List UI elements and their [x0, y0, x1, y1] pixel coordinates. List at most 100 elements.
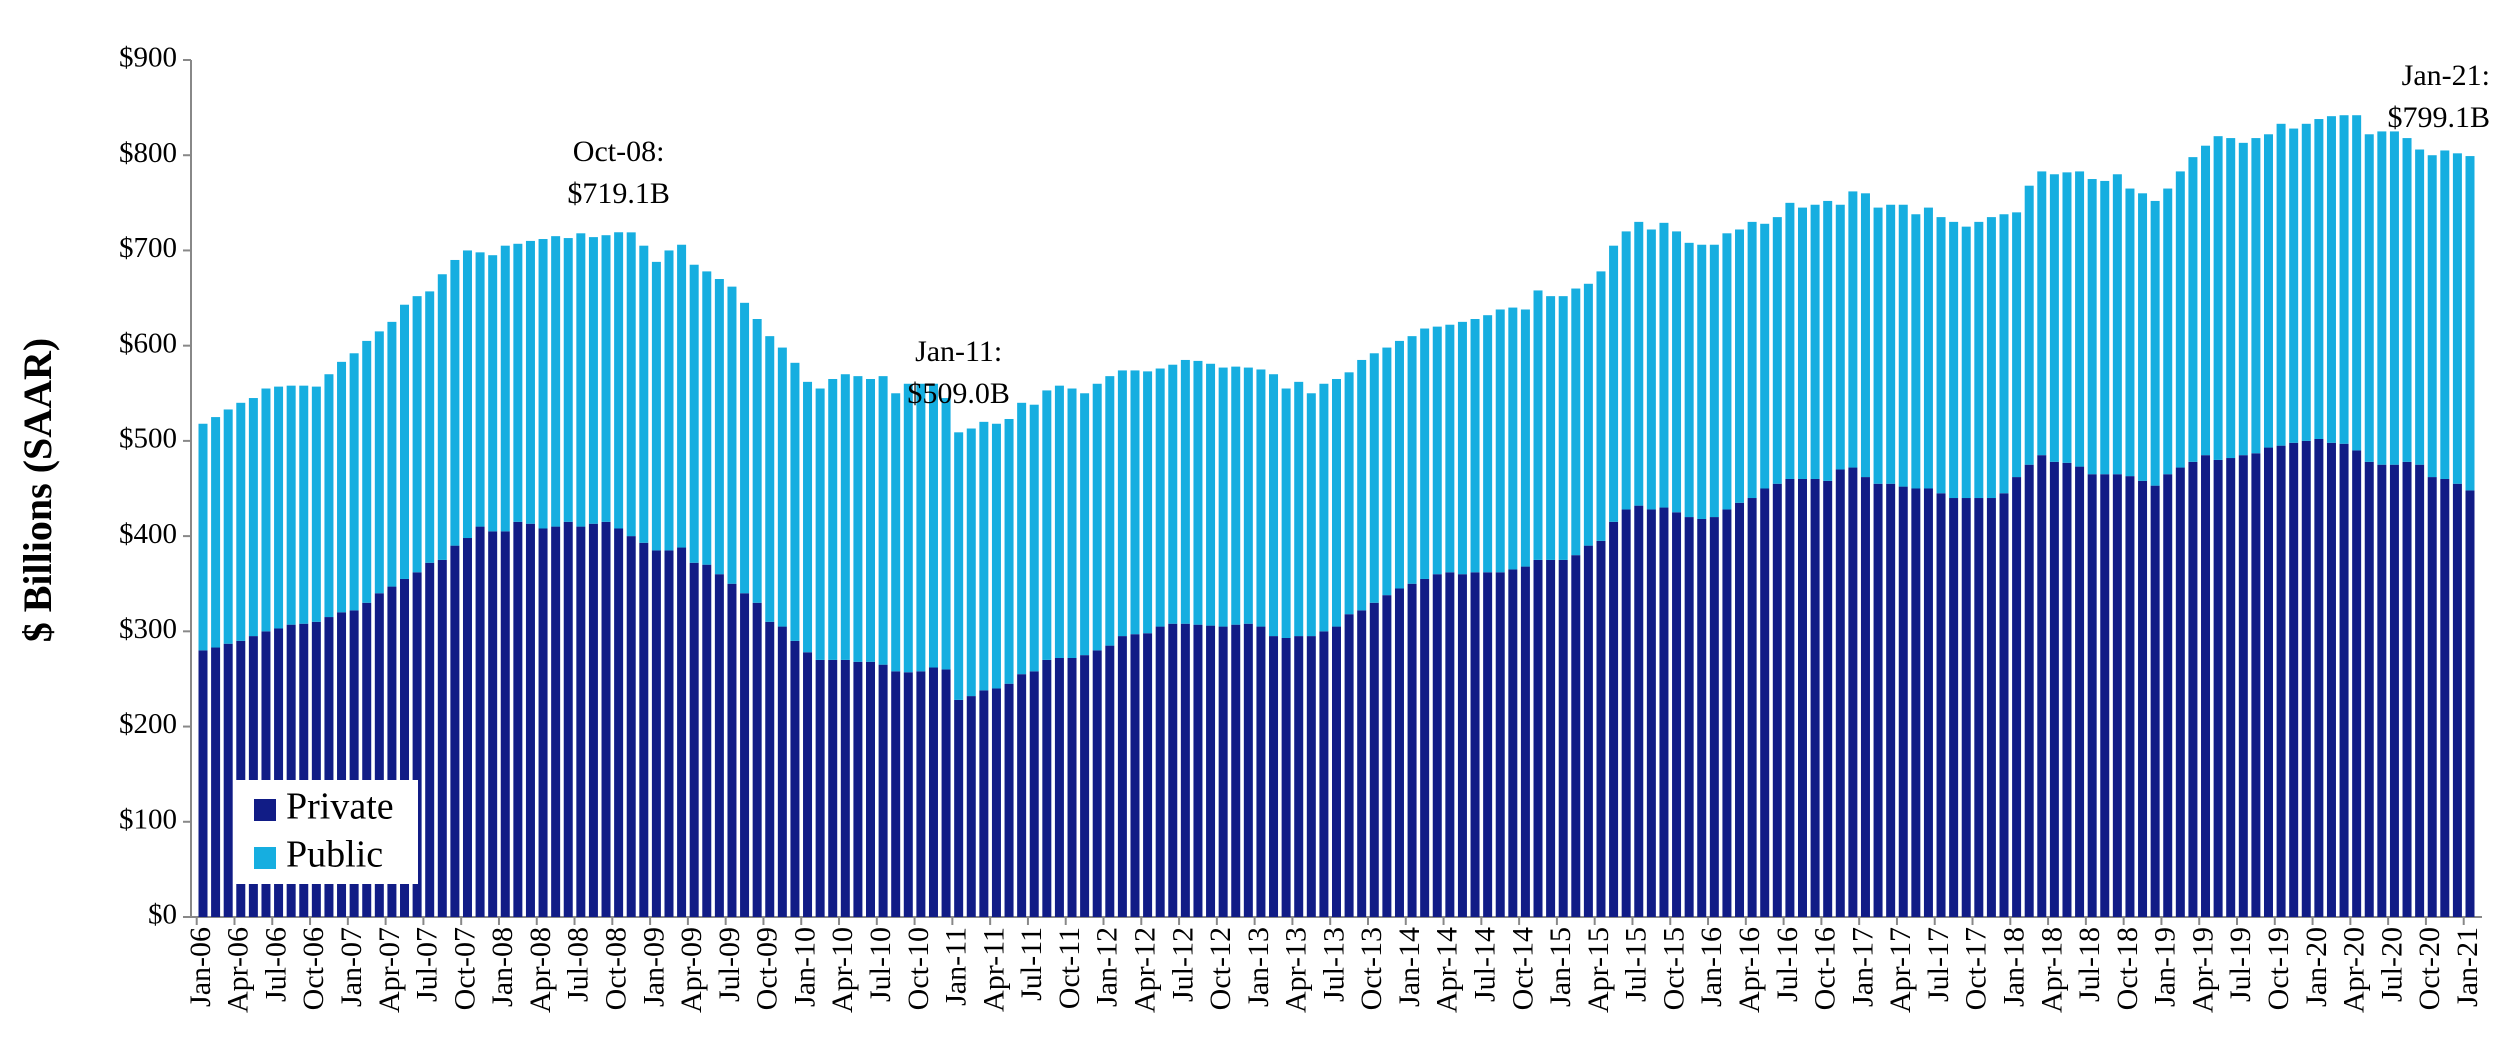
bar-segment: [777, 626, 787, 917]
bar-segment: [1369, 602, 1379, 917]
bar-segment: [1470, 572, 1480, 917]
bar-segment: [2440, 478, 2450, 917]
bar-segment: [274, 628, 284, 917]
bar-segment: [979, 690, 989, 917]
x-tick-label: Jan-18: [1997, 927, 2030, 1007]
bar-segment: [1558, 296, 1568, 560]
bar-segment: [1571, 288, 1581, 556]
bar-segment: [2112, 474, 2122, 917]
bar-segment: [2213, 136, 2223, 460]
bar-segment: [1231, 366, 1241, 625]
bar-segment: [1672, 231, 1682, 513]
annotation-text: $509.0B: [907, 377, 1010, 410]
bar-segment: [1609, 245, 1619, 522]
x-tick-label: Jan-15: [1544, 927, 1577, 1007]
bar-segment: [2427, 155, 2437, 478]
bar-segment: [374, 593, 384, 917]
bar-segment: [299, 385, 309, 624]
bar-segment: [2087, 474, 2097, 917]
bar-segment: [2301, 440, 2311, 917]
bar-segment: [891, 671, 901, 917]
bar-segment: [828, 378, 838, 660]
x-tick-label: Oct-06: [297, 927, 330, 1010]
bar-segment: [1294, 381, 1304, 637]
bar-segment: [387, 321, 397, 587]
y-tick-label: $400: [119, 518, 177, 550]
x-tick-label: Jul-20: [2375, 927, 2408, 1002]
bar-segment: [362, 602, 372, 917]
bar-segment: [1269, 636, 1279, 917]
bar-segment: [1898, 486, 1908, 917]
bar-segment: [1117, 370, 1127, 637]
bar-segment: [286, 385, 296, 625]
bar-segment: [1054, 657, 1064, 917]
bar-segment: [1735, 502, 1745, 917]
bar-segment: [727, 583, 737, 917]
x-tick-label: Oct-14: [1506, 927, 1539, 1010]
bar-segment: [538, 528, 548, 917]
bar-segment: [1747, 498, 1757, 917]
bar-segment: [1634, 221, 1644, 506]
bar-segment: [2415, 464, 2425, 917]
x-tick-label: Oct-13: [1355, 927, 1388, 1010]
bar-segment: [1533, 559, 1543, 917]
bar-segment: [2465, 490, 2475, 917]
x-tick-label: Jan-17: [1846, 927, 1879, 1007]
x-tick-label: Jan-16: [1695, 927, 1728, 1007]
bar-segment: [1961, 226, 1971, 499]
bar-segment: [223, 643, 233, 917]
x-tick-label: Apr-17: [1884, 927, 1917, 1013]
bar-segment: [1835, 204, 1845, 470]
bar-segment: [1168, 623, 1178, 917]
x-tick-label: Oct-07: [448, 927, 481, 1010]
bar-segment: [337, 361, 347, 613]
bar-segment: [2024, 185, 2034, 465]
bar-segment: [2049, 461, 2059, 917]
bar-segment: [349, 610, 359, 917]
bar-segment: [337, 612, 347, 917]
bar-segment: [1785, 202, 1795, 479]
bar-segment: [513, 521, 523, 917]
bar-segment: [891, 393, 901, 672]
bar-segment: [1659, 507, 1669, 917]
bar-segment: [740, 302, 750, 594]
bar-segment: [928, 383, 938, 668]
bar-segment: [1420, 578, 1430, 917]
bar-segment: [1898, 204, 1908, 487]
bar-segment: [1558, 559, 1568, 917]
x-tick-label: Jan-08: [486, 927, 519, 1007]
bar-segment: [2276, 123, 2286, 446]
x-tick-label: Oct-11: [1053, 927, 1086, 1009]
bar-segment: [1886, 483, 1896, 917]
bar-segment: [677, 244, 687, 548]
bar-segment: [1495, 309, 1505, 573]
bar-segment: [1709, 517, 1719, 917]
bar-segment: [1394, 588, 1404, 917]
bar-segment: [450, 259, 460, 546]
bar-segment: [2377, 131, 2387, 465]
bar-segment: [236, 402, 246, 641]
legend-swatch: [254, 847, 276, 869]
bar-segment: [1130, 634, 1140, 917]
y-tick-label: $500: [119, 423, 177, 455]
bar-segment: [1760, 223, 1770, 489]
bar-segment: [324, 374, 334, 618]
legend-swatch: [254, 799, 276, 821]
bar-segment: [626, 232, 636, 537]
bar-segment: [462, 250, 472, 539]
bar-segment: [387, 586, 397, 917]
x-tick-label: Apr-13: [1280, 927, 1313, 1013]
bar-segment: [1772, 217, 1782, 484]
bar-segment: [1860, 477, 1870, 917]
bar-segment: [1495, 572, 1505, 917]
bar-segment: [878, 664, 888, 917]
bar-segment: [2314, 119, 2324, 439]
bar-segment: [853, 661, 863, 917]
bar-segment: [1080, 393, 1090, 656]
bar-segment: [1394, 340, 1404, 589]
bar-segment: [928, 667, 938, 917]
bar-segment: [2339, 443, 2349, 917]
y-tick-label: $900: [119, 42, 177, 74]
bar-segment: [1609, 521, 1619, 917]
